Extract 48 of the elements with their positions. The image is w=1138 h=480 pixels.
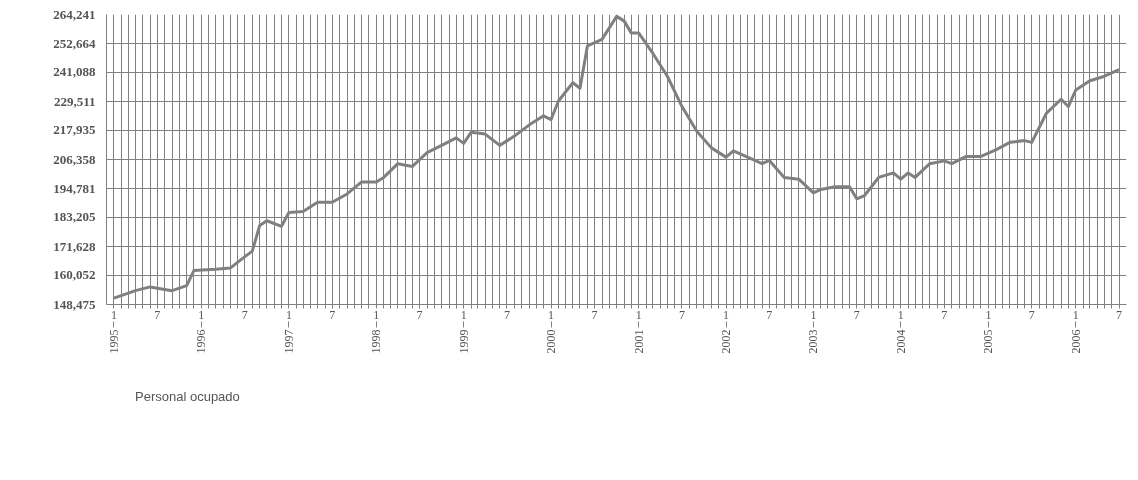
x2-tick-label: 2000 <box>544 329 559 354</box>
x-tick-label: 7 <box>416 307 423 322</box>
x-tick-label: 1 <box>985 307 992 322</box>
x2-tick-label: 1999 <box>456 329 471 354</box>
x2-tick-label: 1997 <box>281 329 296 354</box>
x-tick-label: 1 <box>635 307 642 322</box>
y-tick-label: 241,088 <box>53 64 96 80</box>
x-tick-label: 7 <box>503 307 510 322</box>
x2-tick-label: 1998 <box>369 329 384 354</box>
x-tick-label: 7 <box>591 307 598 322</box>
x-tick-label: 7 <box>853 307 860 322</box>
y-tick-label: 194,781 <box>53 180 96 196</box>
x2-tick-label: 2004 <box>893 329 908 354</box>
x-tick-label: 1 <box>1072 307 1079 322</box>
x-tick-label: 7 <box>766 307 773 322</box>
x-tick-label: 7 <box>1116 307 1123 322</box>
x-tick-label: 7 <box>941 307 948 322</box>
x-tick-label: 1 <box>897 307 904 322</box>
y-tick-label: 160,052 <box>53 267 96 283</box>
y-tick-label: 148,475 <box>53 296 96 312</box>
x-tick-label: 1 <box>285 307 292 322</box>
x-tick-label: 7 <box>678 307 685 322</box>
y-tick-label: 171,628 <box>53 238 96 254</box>
y-tick-label: 229,511 <box>53 93 96 109</box>
x-tick-label: 1 <box>548 307 555 322</box>
x2-tick-label: 2001 <box>631 329 646 354</box>
x-tick-label: 7 <box>1028 307 1035 322</box>
x2-tick-label: 2005 <box>981 329 996 354</box>
x-tick-label: 1 <box>198 307 205 322</box>
x2-tick-label: 1996 <box>194 329 209 354</box>
x2-tick-label: 2006 <box>1068 329 1083 354</box>
x-tick-label: 7 <box>329 307 336 322</box>
x-tick-label: 1 <box>373 307 380 322</box>
x2-tick-label: 1995 <box>106 329 121 354</box>
x2-tick-label: 2003 <box>806 329 821 354</box>
x-tick-label: 1 <box>810 307 817 322</box>
x2-tick-label: 2002 <box>719 329 734 354</box>
y-tick-label: 264,241 <box>53 6 96 22</box>
text: Personal ocupado <box>135 388 240 404</box>
x-tick-label: 7 <box>154 307 161 322</box>
y-tick-label: 252,664 <box>53 35 96 51</box>
y-tick-label: 206,358 <box>53 151 96 167</box>
y-tick-label: 217,935 <box>53 122 96 138</box>
x-tick-label: 1 <box>723 307 730 322</box>
y-tick-label: 183,205 <box>53 209 96 225</box>
x-tick-label: 7 <box>241 307 248 322</box>
x-tick-label: 1 <box>110 307 117 322</box>
x-tick-label: 1 <box>460 307 467 322</box>
